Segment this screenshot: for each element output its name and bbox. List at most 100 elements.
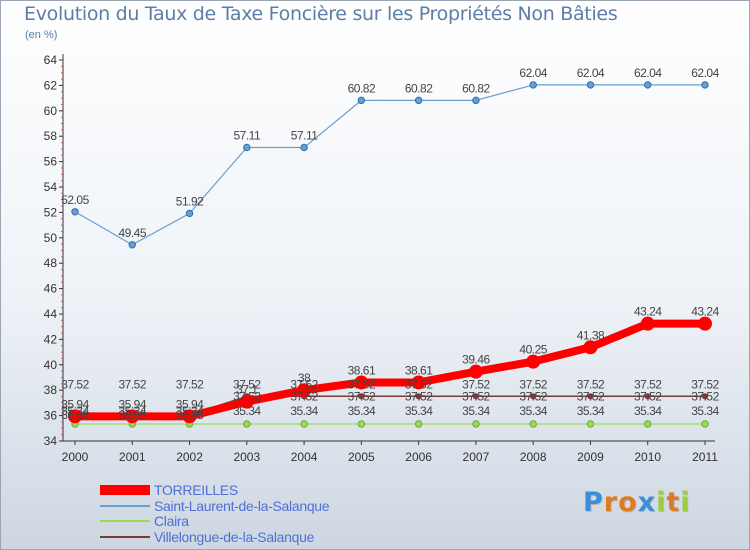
- x-tick-label: 2011: [692, 450, 718, 464]
- logo-letter: P: [583, 487, 604, 518]
- x-tick-label: 2002: [176, 450, 203, 464]
- x-tick-label: 2006: [405, 450, 432, 464]
- data-point: [701, 420, 709, 428]
- y-tick-label: 62: [44, 78, 58, 92]
- data-point: [640, 316, 655, 331]
- series-line: [75, 319, 705, 421]
- data-point: [583, 340, 598, 355]
- data-point: [644, 393, 651, 400]
- data-point: [243, 420, 251, 428]
- series-line: [75, 395, 705, 416]
- legend-label: Villelongue-de-la-Salanque: [154, 528, 315, 545]
- data-label: 35.94: [119, 397, 147, 411]
- data-label: 35.34: [691, 404, 719, 418]
- legend-label: Saint-Laurent-de-la-Salanque: [154, 497, 330, 514]
- y-tick-label: 46: [44, 282, 58, 296]
- data-label: 35.34: [462, 404, 490, 418]
- data-point: [644, 420, 652, 428]
- data-point: [357, 96, 366, 105]
- data-point: [526, 354, 541, 369]
- data-point: [357, 420, 366, 428]
- y-tick-label: 36: [44, 409, 58, 423]
- y-tick-label: 34: [44, 434, 58, 448]
- data-point: [698, 316, 712, 331]
- data-point: [472, 393, 480, 400]
- data-point: [297, 383, 312, 398]
- data-label: 36.05: [119, 408, 147, 422]
- data-label: 43.24: [634, 305, 662, 319]
- data-label: 37.52: [348, 377, 376, 391]
- data-point: [414, 96, 423, 105]
- data-point: [128, 241, 136, 249]
- data-point: [300, 420, 308, 428]
- data-label: 35.34: [348, 404, 376, 418]
- data-label: 43.24: [691, 305, 719, 319]
- data-label: 35.34: [119, 404, 147, 418]
- data-label: 37.52: [405, 389, 433, 403]
- data-label: 35.34: [634, 404, 662, 418]
- y-tick-label: 40: [44, 358, 58, 372]
- x-tick-label: 2009: [577, 450, 604, 464]
- x-tick-label: 2004: [291, 450, 318, 464]
- data-label: 35.34: [61, 404, 89, 418]
- data-label: 35.94: [176, 397, 204, 411]
- legend-swatch: [100, 520, 150, 522]
- data-label: 38: [298, 371, 311, 385]
- data-label: 57.11: [233, 129, 260, 143]
- y-tick-label: 54: [44, 180, 58, 194]
- logo-letter: i: [680, 487, 691, 518]
- data-label: 36.05: [61, 408, 89, 422]
- data-label: 39.46: [462, 353, 490, 367]
- data-point: [530, 393, 537, 400]
- x-tick-label: 2005: [348, 450, 375, 464]
- legend-label: Claira: [154, 513, 189, 529]
- y-tick-label: 50: [44, 231, 58, 245]
- data-label: 35.34: [577, 404, 605, 418]
- y-tick-label: 42: [44, 332, 58, 346]
- data-label: 57.11: [291, 129, 318, 143]
- data-label: 62.04: [634, 66, 662, 80]
- data-label: 51.92: [176, 194, 204, 208]
- legend-swatch: [100, 504, 150, 507]
- data-point: [586, 81, 595, 89]
- chart-title: Evolution du Taux de Taxe Foncière sur l…: [24, 3, 618, 25]
- data-label: 37.52: [577, 389, 605, 403]
- data-label: 37.52: [634, 389, 662, 403]
- logo-letter: o: [618, 487, 638, 518]
- data-label: 35.34: [176, 404, 204, 418]
- data-label: 60.82: [462, 81, 490, 95]
- legend-swatch: [100, 485, 150, 495]
- logo-letter: r: [603, 487, 619, 518]
- data-label: 36.05: [176, 408, 204, 422]
- x-tick-label: 2003: [233, 450, 260, 464]
- y-tick-label: 60: [44, 104, 58, 118]
- logo-letter: x: [637, 487, 657, 518]
- data-label: 37.52: [577, 377, 605, 391]
- x-tick-label: 2001: [119, 450, 146, 464]
- data-point: [300, 143, 308, 152]
- data-label: 35.34: [519, 404, 547, 418]
- data-point: [644, 81, 652, 89]
- data-label: 37.52: [290, 377, 318, 391]
- x-tick-label: 2010: [634, 450, 661, 464]
- data-point: [529, 420, 537, 428]
- data-label: 37.52: [233, 389, 261, 403]
- data-label: 49.45: [119, 226, 147, 240]
- data-label: 62.04: [519, 66, 547, 80]
- data-point: [472, 420, 480, 428]
- data-label: 62.04: [577, 66, 605, 80]
- data-label: 35.34: [233, 404, 261, 418]
- y-tick-label: 44: [44, 307, 58, 321]
- data-point: [185, 209, 194, 218]
- logo-letter: i: [656, 487, 667, 518]
- data-label: 35.34: [405, 404, 433, 418]
- y-tick-label: 48: [44, 256, 58, 270]
- data-label: 60.82: [405, 81, 433, 95]
- logo-letter: t: [666, 487, 681, 518]
- data-point: [358, 393, 365, 400]
- data-point: [529, 81, 537, 89]
- data-label: 37.52: [462, 389, 490, 403]
- data-label: 37.52: [691, 389, 719, 403]
- data-point: [468, 364, 483, 379]
